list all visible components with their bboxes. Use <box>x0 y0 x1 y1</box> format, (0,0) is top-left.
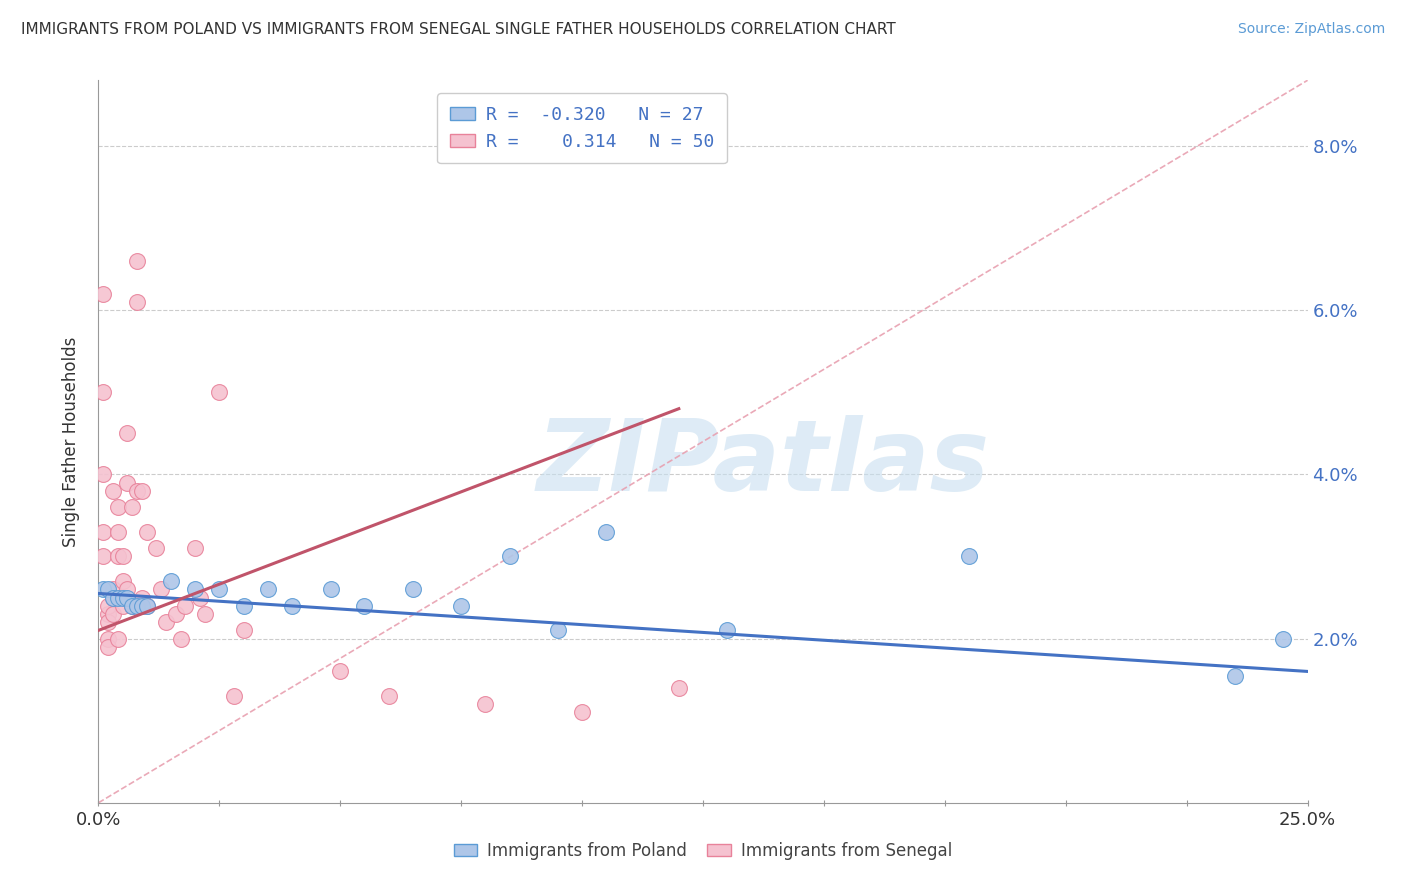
Point <box>668 681 690 695</box>
Point <box>131 599 153 613</box>
Point <box>957 549 980 564</box>
Point <box>91 286 114 301</box>
Point <box>127 599 149 613</box>
Point <box>232 599 254 613</box>
Point <box>194 607 217 621</box>
Point <box>131 591 153 605</box>
Point <box>716 624 738 638</box>
Point <box>127 253 149 268</box>
Point <box>595 524 617 539</box>
Point <box>111 574 134 588</box>
Point <box>91 524 114 539</box>
Point <box>97 640 120 654</box>
Text: IMMIGRANTS FROM POLAND VS IMMIGRANTS FROM SENEGAL SINGLE FATHER HOUSEHOLDS CORRE: IMMIGRANTS FROM POLAND VS IMMIGRANTS FRO… <box>21 22 896 37</box>
Text: ZIPatlas: ZIPatlas <box>537 415 990 512</box>
Text: Source: ZipAtlas.com: Source: ZipAtlas.com <box>1237 22 1385 37</box>
Point <box>107 500 129 515</box>
Point <box>107 591 129 605</box>
Point <box>145 541 167 556</box>
Point <box>117 475 139 490</box>
Point <box>208 385 231 400</box>
Point <box>150 582 173 597</box>
Point <box>101 582 124 597</box>
Point <box>135 599 157 613</box>
Point <box>184 582 207 597</box>
Point <box>232 624 254 638</box>
Point <box>222 689 245 703</box>
Point <box>121 599 143 613</box>
Point <box>97 582 120 597</box>
Point <box>131 483 153 498</box>
Point <box>91 385 114 400</box>
Point <box>135 599 157 613</box>
Point <box>117 591 139 605</box>
Point <box>101 591 124 605</box>
Point <box>474 698 496 712</box>
Point <box>329 665 352 679</box>
Point <box>155 615 177 630</box>
Point <box>1272 632 1295 646</box>
Point <box>127 295 149 310</box>
Point <box>97 632 120 646</box>
Point <box>174 599 197 613</box>
Point <box>319 582 342 597</box>
Point <box>97 607 120 621</box>
Point <box>107 524 129 539</box>
Point <box>97 599 120 613</box>
Point <box>111 549 134 564</box>
Point <box>91 549 114 564</box>
Point <box>107 632 129 646</box>
Point <box>256 582 278 597</box>
Point <box>377 689 399 703</box>
Point <box>571 706 593 720</box>
Point <box>97 615 120 630</box>
Point <box>402 582 425 597</box>
Point <box>498 549 520 564</box>
Point <box>91 582 114 597</box>
Point <box>450 599 472 613</box>
Point <box>165 607 187 621</box>
Point <box>169 632 191 646</box>
Point <box>121 599 143 613</box>
Point <box>107 549 129 564</box>
Point <box>1223 668 1246 682</box>
Point <box>127 483 149 498</box>
Legend: Immigrants from Poland, Immigrants from Senegal: Immigrants from Poland, Immigrants from … <box>447 836 959 867</box>
Point <box>353 599 375 613</box>
Point <box>208 582 231 597</box>
Point <box>117 426 139 441</box>
Point <box>184 541 207 556</box>
Point <box>101 591 124 605</box>
Point <box>101 607 124 621</box>
Point <box>121 500 143 515</box>
Point <box>547 624 569 638</box>
Y-axis label: Single Father Households: Single Father Households <box>62 336 80 547</box>
Point <box>111 591 134 605</box>
Point <box>91 467 114 482</box>
Point <box>117 582 139 597</box>
Point <box>188 591 211 605</box>
Point <box>281 599 304 613</box>
Point <box>135 524 157 539</box>
Point <box>111 599 134 613</box>
Point <box>101 483 124 498</box>
Point <box>160 574 183 588</box>
